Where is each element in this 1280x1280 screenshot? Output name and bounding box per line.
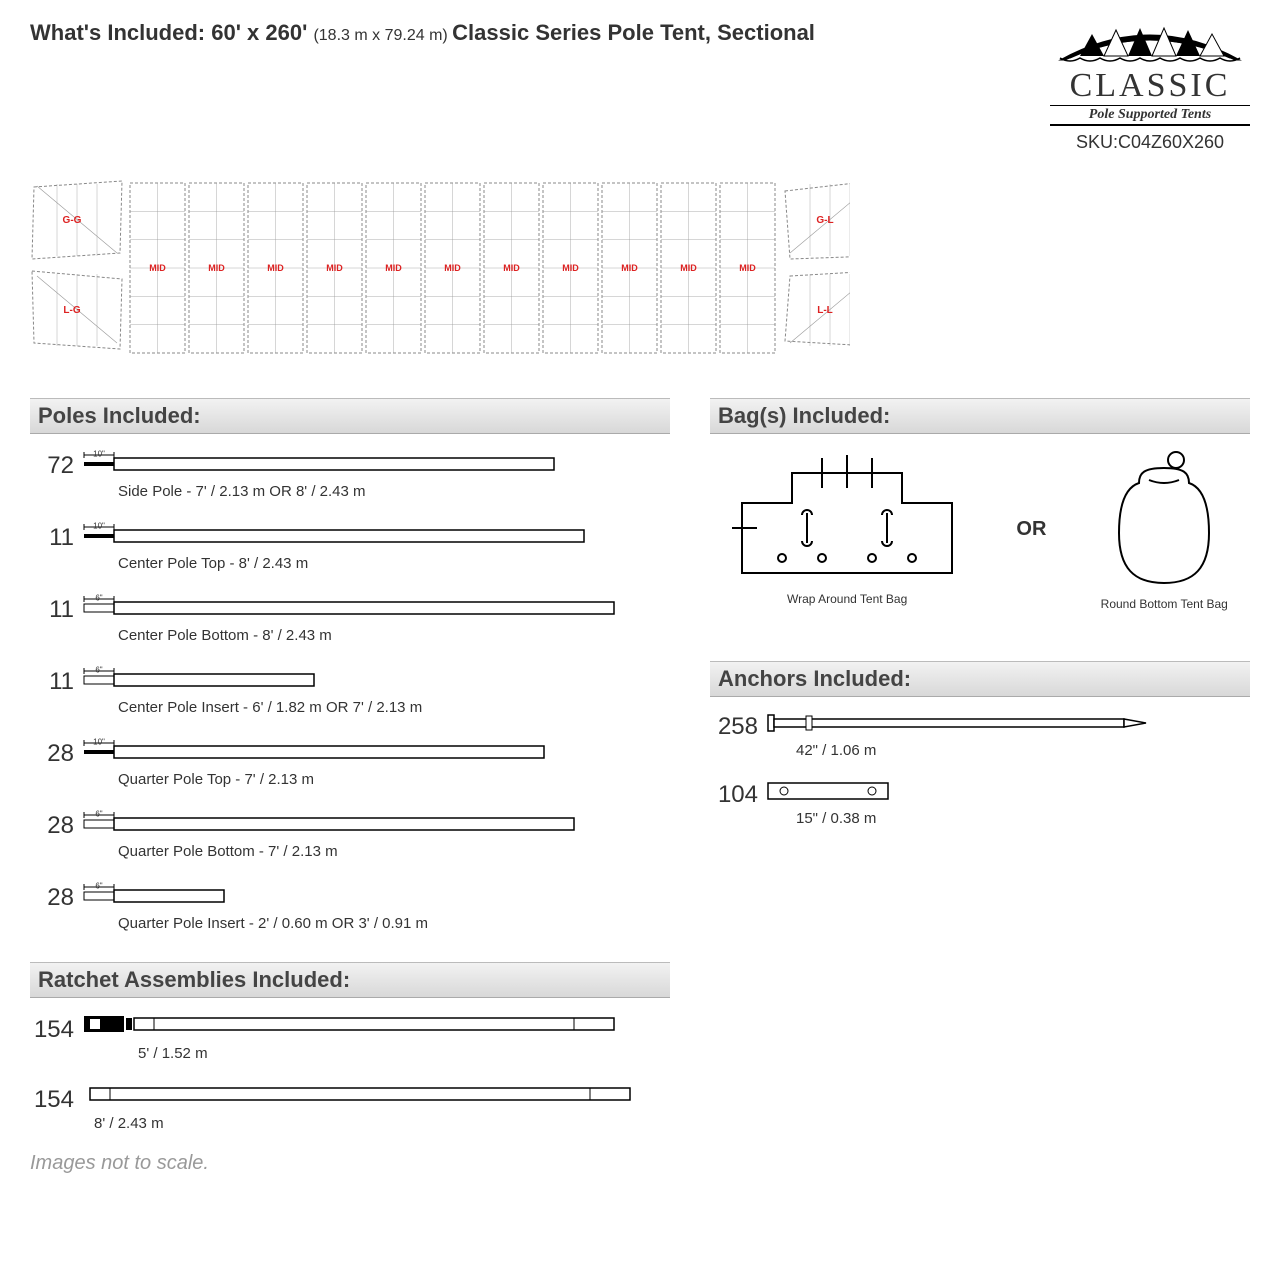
- pole-label: Side Pole - 7' / 2.13 m OR 8' / 2.43 m: [118, 483, 670, 500]
- ratchet-graphic: 5' / 1.52 m: [82, 1012, 1250, 1062]
- svg-text:6": 6": [95, 594, 102, 603]
- svg-text:10": 10": [93, 738, 105, 747]
- pole-label: Quarter Pole Insert - 2' / 0.60 m OR 3' …: [118, 915, 670, 932]
- anchor-label: 42" / 1.06 m: [796, 742, 1166, 759]
- logo-text: CLASSIC: [1050, 67, 1250, 105]
- pole-qty: 28: [30, 808, 82, 840]
- svg-text:6": 6": [95, 882, 102, 891]
- anchor-label: 15" / 0.38 m: [796, 810, 896, 827]
- bags-row: Wrap Around Tent Bag OR Round Bottom Ten…: [710, 448, 1250, 611]
- ratchet-qty: 154: [30, 1012, 82, 1044]
- svg-text:MID: MID: [444, 263, 461, 273]
- sku-text: SKU:C04Z60X260: [1050, 132, 1250, 153]
- pole-row: 28 10" Quarter Pole Top - 7' / 2.13 m: [30, 736, 670, 788]
- svg-text:MID: MID: [385, 263, 402, 273]
- ratchet-qty: 154: [30, 1082, 82, 1114]
- pole-graphic: 10" Quarter Pole Top - 7' / 2.13 m: [82, 736, 670, 788]
- title-size: 60' x 260': [211, 20, 313, 45]
- pole-graphic: 6" Quarter Pole Bottom - 7' / 2.13 m: [82, 808, 670, 860]
- ratchet-graphic: 8' / 2.43 m: [82, 1082, 1250, 1132]
- logo-subtitle: Pole Supported Tents: [1050, 105, 1250, 126]
- svg-text:MID: MID: [562, 263, 579, 273]
- svg-text:MID: MID: [208, 263, 225, 273]
- pole-label: Quarter Pole Top - 7' / 2.13 m: [118, 771, 670, 788]
- wrap-bag-caption: Wrap Around Tent Bag: [732, 592, 962, 606]
- tent-layout-diagram: G-G L-G MID MID MID MID MID MID MID MID MID MID MID G…: [30, 173, 1250, 368]
- pole-row: 28 6" Quarter Pole Insert - 2' / 0.60 m …: [30, 880, 670, 932]
- ratchets-list: 154 5' / 1.52 m154 8' / 2.43 m: [30, 1012, 1250, 1132]
- svg-text:L-G: L-G: [63, 305, 80, 316]
- pole-row: 28 6" Quarter Pole Bottom - 7' / 2.13 m: [30, 808, 670, 860]
- svg-text:10": 10": [93, 450, 105, 459]
- pole-qty: 28: [30, 736, 82, 768]
- anchors-list: 258 42" / 1.06 m 104 15" / 0.38 m: [710, 711, 1250, 827]
- tent-canopy-icon: [1050, 20, 1250, 62]
- svg-text:10": 10": [93, 522, 105, 531]
- or-label: OR: [1016, 518, 1046, 541]
- svg-text:MID: MID: [326, 263, 343, 273]
- pole-graphic: 6" Center Pole Insert - 6' / 1.82 m OR 7…: [82, 664, 670, 716]
- pole-row: 11 6" Center Pole Insert - 6' / 1.82 m O…: [30, 664, 670, 716]
- svg-text:G-L: G-L: [816, 215, 833, 226]
- pole-graphic: 10" Center Pole Top - 8' / 2.43 m: [82, 520, 670, 572]
- pole-qty: 72: [30, 448, 82, 480]
- bags-heading: Bag(s) Included:: [710, 398, 1250, 434]
- svg-text:6": 6": [95, 666, 102, 675]
- anchor-row: 258 42" / 1.06 m: [710, 711, 1250, 759]
- ratchet-row: 154 5' / 1.52 m: [30, 1012, 1250, 1062]
- anchor-qty: 104: [710, 779, 766, 809]
- pole-qty: 28: [30, 880, 82, 912]
- brand-logo: CLASSIC Pole Supported Tents SKU:C04Z60X…: [1050, 20, 1250, 153]
- ratchet-label: 8' / 2.43 m: [94, 1115, 1250, 1132]
- ratchet-label: 5' / 1.52 m: [138, 1045, 1250, 1062]
- wrap-bag-icon: [732, 453, 962, 583]
- pole-graphic: 6" Center Pole Bottom - 8' / 2.43 m: [82, 592, 670, 644]
- title-prefix: What's Included:: [30, 20, 211, 45]
- header: What's Included: 60' x 260' (18.3 m x 79…: [30, 20, 1250, 153]
- anchor-qty: 258: [710, 711, 766, 741]
- pole-graphic: 10" Side Pole - 7' / 2.13 m OR 8' / 2.43…: [82, 448, 670, 500]
- pole-qty: 11: [30, 520, 82, 552]
- pole-label: Quarter Pole Bottom - 7' / 2.13 m: [118, 843, 670, 860]
- pole-row: 72 10" Side Pole - 7' / 2.13 m OR 8' / 2…: [30, 448, 670, 500]
- poles-list: 72 10" Side Pole - 7' / 2.13 m OR 8' / 2…: [30, 448, 670, 932]
- pole-graphic: 6" Quarter Pole Insert - 2' / 0.60 m OR …: [82, 880, 670, 932]
- title-metric: (18.3 m x 79.24 m): [313, 27, 452, 44]
- pole-row: 11 10" Center Pole Top - 8' / 2.43 m: [30, 520, 670, 572]
- ratchet-row: 154 8' / 2.43 m: [30, 1082, 1250, 1132]
- pole-row: 11 6" Center Pole Bottom - 8' / 2.43 m: [30, 592, 670, 644]
- svg-text:MID: MID: [149, 263, 166, 273]
- pole-qty: 11: [30, 592, 82, 624]
- title-suffix: Classic Series Pole Tent, Sectional: [452, 20, 815, 45]
- footer-note: Images not to scale.: [30, 1152, 1250, 1175]
- poles-heading: Poles Included:: [30, 398, 670, 434]
- page-title: What's Included: 60' x 260' (18.3 m x 79…: [30, 20, 815, 46]
- svg-text:G-G: G-G: [63, 215, 82, 226]
- round-bag-icon: [1104, 448, 1224, 588]
- ratchets-heading: Ratchet Assemblies Included:: [30, 962, 670, 998]
- svg-text:MID: MID: [680, 263, 697, 273]
- pole-label: Center Pole Insert - 6' / 1.82 m OR 7' /…: [118, 699, 670, 716]
- svg-text:MID: MID: [739, 263, 756, 273]
- anchor-row: 104 15" / 0.38 m: [710, 779, 1250, 827]
- pole-label: Center Pole Bottom - 8' / 2.43 m: [118, 627, 670, 644]
- svg-text:MID: MID: [267, 263, 284, 273]
- svg-text:6": 6": [95, 810, 102, 819]
- anchor-graphic: 42" / 1.06 m: [766, 711, 1166, 759]
- round-bag-caption: Round Bottom Tent Bag: [1101, 597, 1228, 611]
- anchors-heading: Anchors Included:: [710, 661, 1250, 697]
- svg-text:MID: MID: [621, 263, 638, 273]
- svg-text:MID: MID: [503, 263, 520, 273]
- svg-text:L-L: L-L: [817, 305, 833, 316]
- pole-label: Center Pole Top - 8' / 2.43 m: [118, 555, 670, 572]
- anchor-graphic: 15" / 0.38 m: [766, 779, 896, 827]
- pole-qty: 11: [30, 664, 82, 696]
